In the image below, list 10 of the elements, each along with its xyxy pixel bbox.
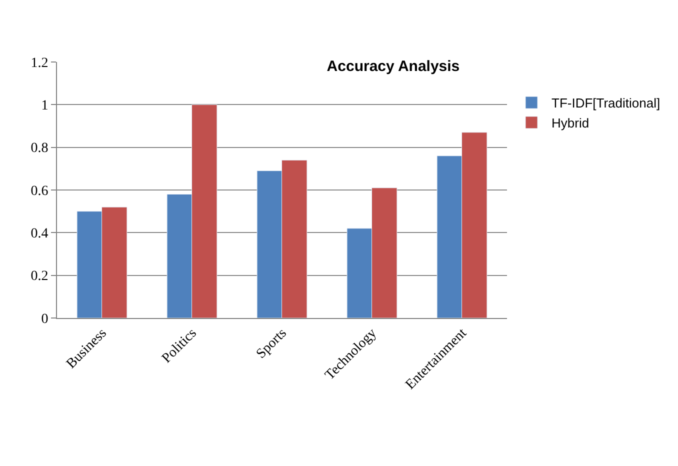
y-tick-label: 0.8	[30, 141, 48, 156]
y-tick-label: 0	[41, 312, 48, 327]
legend-label: Hybrid	[552, 116, 590, 131]
y-tick-label: 1.2	[30, 56, 48, 71]
legend-label: TF-IDF[Traditional]	[552, 96, 660, 111]
chart-title: Accuracy Analysis	[326, 58, 460, 76]
y-tick-label: 0.4	[30, 226, 48, 242]
y-tick-label: 1	[41, 98, 48, 114]
y-tick-label: 0.2	[30, 269, 48, 284]
y-tick-label: 0.6	[30, 184, 48, 199]
